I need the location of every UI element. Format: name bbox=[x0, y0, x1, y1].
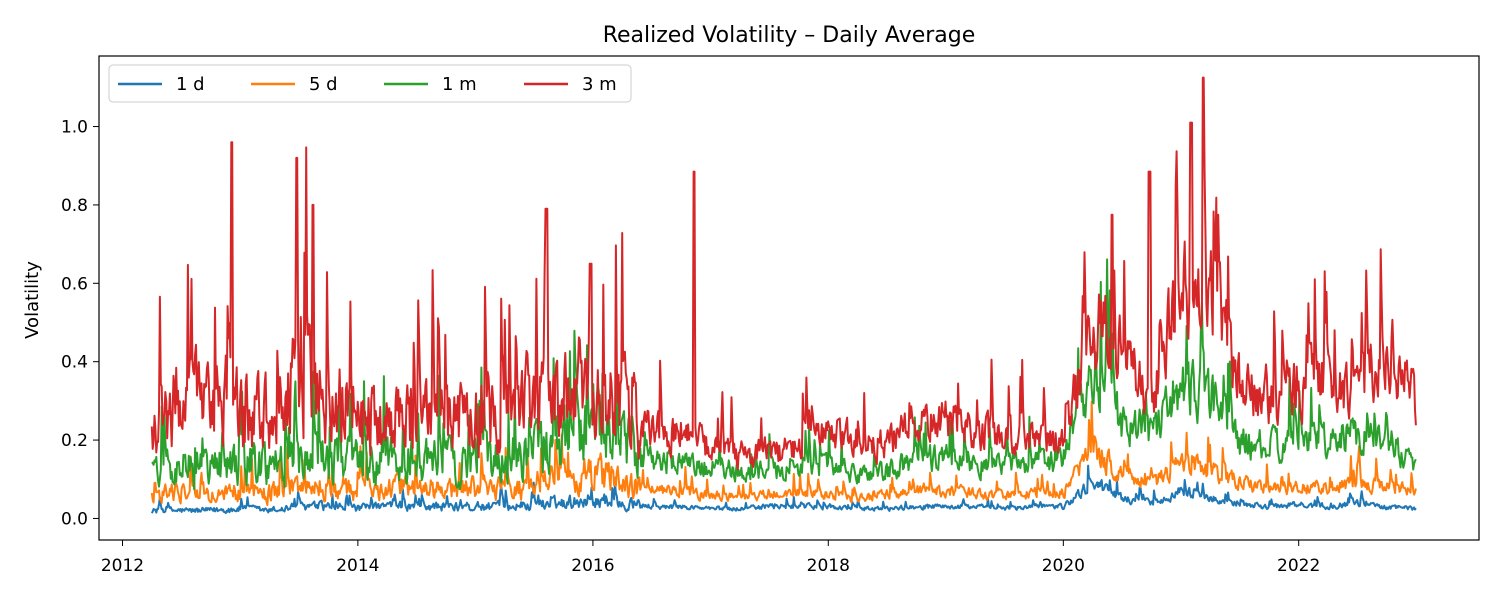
legend: 1 d 5 d 1 m 3 m bbox=[108, 64, 632, 103]
legend-label: 1 d bbox=[176, 74, 205, 95]
y-tick-label: 0.8 bbox=[61, 196, 88, 216]
y-tick-label: 0.0 bbox=[61, 509, 88, 529]
x-tick-label: 2016 bbox=[571, 556, 614, 576]
y-tick-label: 0.4 bbox=[61, 353, 88, 373]
series-line-0 bbox=[150, 464, 1417, 515]
x-axis: 2012 2014 2016 2018 2020 2022 bbox=[101, 540, 1320, 576]
x-tick-label: 2020 bbox=[1042, 556, 1085, 576]
series-line-3 bbox=[150, 76, 1417, 471]
y-tick-label: 0.2 bbox=[61, 431, 88, 451]
legend-label: 1 m bbox=[442, 74, 477, 95]
plot-frame bbox=[98, 55, 1480, 541]
series-line-2 bbox=[151, 258, 1417, 491]
chart-title: Realized Volatility – Daily Average bbox=[603, 23, 976, 48]
legend-label: 5 d bbox=[309, 74, 338, 95]
legend-box bbox=[108, 64, 632, 103]
series-layer bbox=[150, 76, 1417, 515]
y-axis-label: Volatility bbox=[22, 261, 43, 339]
x-tick-label: 2022 bbox=[1277, 556, 1320, 576]
y-axis: 0.0 0.2 0.4 0.6 0.8 1.0 bbox=[61, 118, 99, 529]
y-tick-label: 0.6 bbox=[61, 274, 88, 294]
x-tick-label: 2012 bbox=[101, 556, 144, 576]
x-tick-label: 2014 bbox=[336, 556, 379, 576]
legend-label: 3 m bbox=[582, 74, 617, 95]
x-tick-label: 2018 bbox=[807, 556, 850, 576]
y-tick-label: 1.0 bbox=[61, 118, 88, 138]
series-line-1 bbox=[150, 400, 1417, 507]
